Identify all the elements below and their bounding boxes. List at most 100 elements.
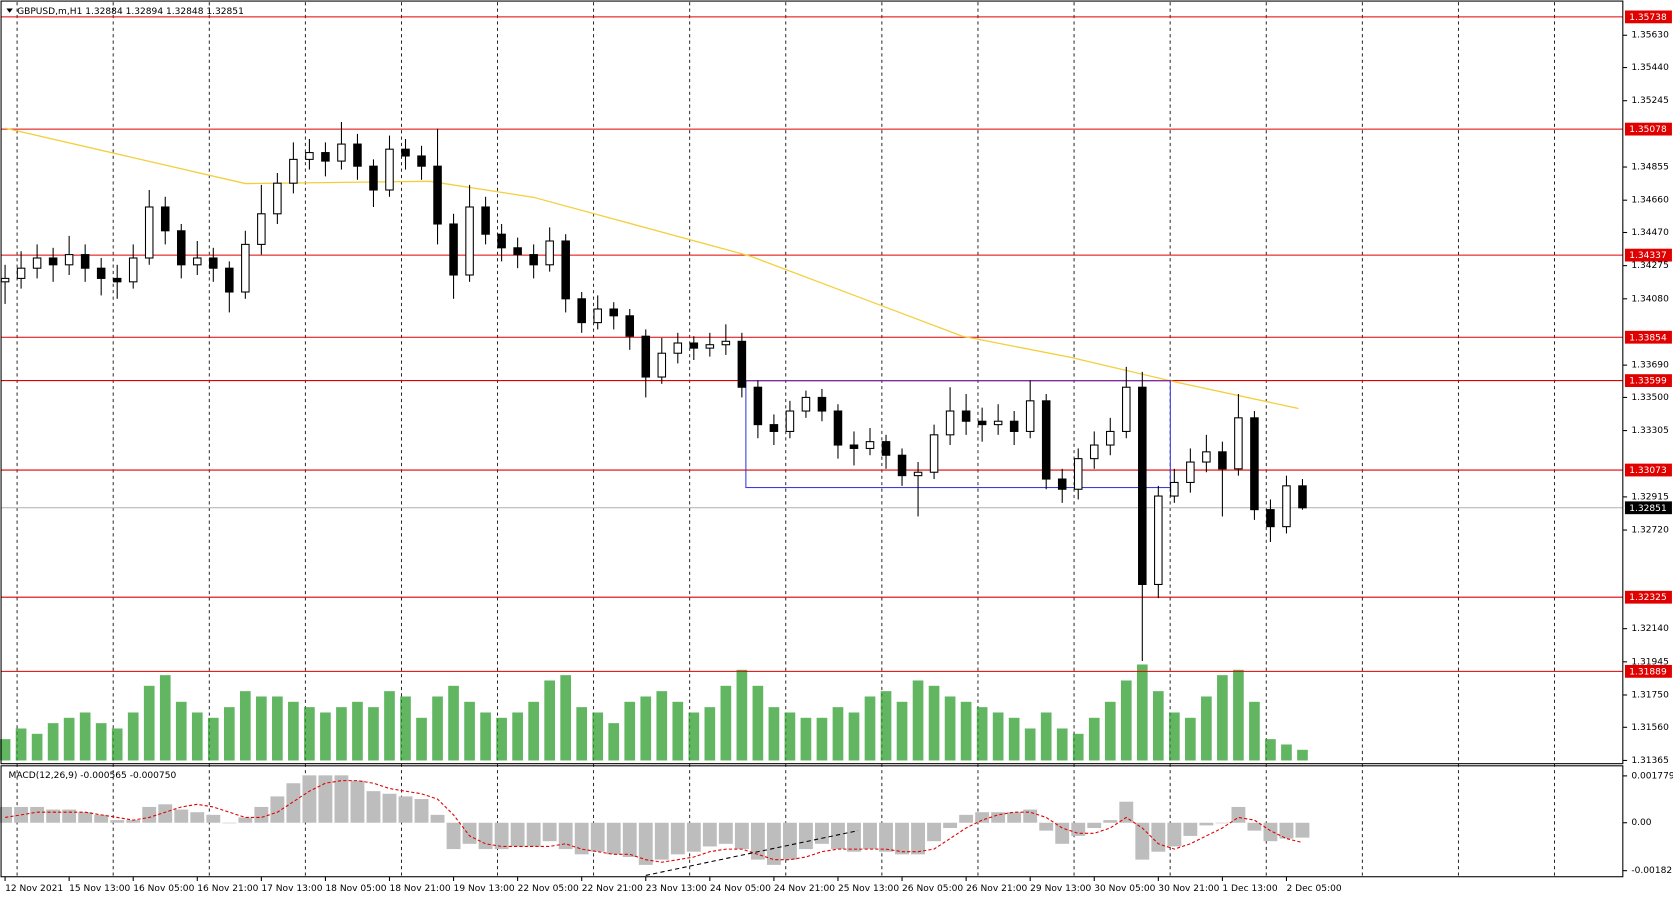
macd-bar xyxy=(863,822,877,850)
candle-body xyxy=(48,257,58,266)
macd-bar xyxy=(879,822,893,852)
macd-bar xyxy=(638,822,653,865)
candle-body xyxy=(737,340,747,388)
volume-bar xyxy=(544,680,555,761)
price-tag xyxy=(1624,122,1672,136)
candle-body xyxy=(289,158,298,184)
candle-body xyxy=(993,420,1003,426)
x-tick-label: 22 Nov 05:00 xyxy=(518,884,579,894)
candle-body xyxy=(833,410,843,446)
macd-panel-border xyxy=(0,765,1624,878)
macd-bar xyxy=(1071,822,1086,836)
y-tick-label: 1.35440 xyxy=(1631,63,1669,73)
price-tag-label: 1.33854 xyxy=(1629,333,1667,343)
macd-bar xyxy=(991,812,1006,823)
macd-bar xyxy=(366,791,381,823)
price-tag xyxy=(1624,501,1672,515)
volume-bar xyxy=(928,685,940,761)
macd-bar xyxy=(654,822,669,860)
volume-bar xyxy=(127,712,139,761)
menu-arrow[interactable] xyxy=(6,8,13,13)
volume-bar xyxy=(976,707,988,761)
candle-body xyxy=(417,155,426,167)
macd-bar xyxy=(734,822,749,850)
candle-body xyxy=(160,206,170,232)
volume-bar xyxy=(624,701,636,761)
candle-body xyxy=(32,257,42,269)
volume-bar xyxy=(256,696,267,761)
volume-bar xyxy=(384,691,395,761)
macd-bar xyxy=(1215,822,1230,824)
volume-bar xyxy=(864,696,876,761)
candle-body xyxy=(128,257,138,283)
macd-bar xyxy=(542,822,557,842)
x-tick-label: 25 Nov 13:00 xyxy=(838,884,899,894)
price-tag-label: 1.32325 xyxy=(1629,593,1667,603)
macd-bar xyxy=(462,822,477,844)
x-tick-label: 24 Nov 05:00 xyxy=(710,884,771,894)
candle-body xyxy=(1154,495,1163,585)
x-tick-label: 19 Nov 13:00 xyxy=(454,884,515,894)
volume-bar xyxy=(816,717,828,761)
candle-body xyxy=(337,143,346,162)
volume-bar xyxy=(1249,701,1260,761)
x-tick-label: 16 Nov 21:00 xyxy=(197,884,258,894)
macd-bar xyxy=(766,822,781,865)
y-tick-label: 1.34470 xyxy=(1631,228,1669,238)
x-tick-label: 17 Nov 13:00 xyxy=(261,884,322,894)
macd-bar xyxy=(847,822,861,852)
candle-body xyxy=(673,342,683,354)
volume-bar xyxy=(400,696,411,761)
candle-body xyxy=(481,206,490,235)
candle-body xyxy=(176,230,186,266)
price-tag-label: 1.34337 xyxy=(1629,251,1667,261)
y-tick-label: 1.31560 xyxy=(1631,723,1669,733)
candle-body xyxy=(561,240,570,300)
candle-body xyxy=(513,247,522,256)
macd-bar xyxy=(895,822,909,855)
moving-average xyxy=(4,127,1299,410)
macd-bar xyxy=(686,822,701,852)
volume-bar xyxy=(560,675,572,761)
volume-bar xyxy=(416,717,427,761)
volume-bar xyxy=(768,707,780,761)
volume-bar xyxy=(288,701,299,761)
macd-bar xyxy=(62,809,77,823)
volume-bar xyxy=(1265,739,1276,761)
macd-bar xyxy=(430,814,445,823)
volume-bar xyxy=(672,701,684,761)
macd-bar xyxy=(206,814,221,823)
macd-bar xyxy=(1263,822,1278,842)
candle-body xyxy=(1202,451,1211,463)
price-tag-label: 1.32851 xyxy=(1629,504,1667,514)
volume-bar xyxy=(752,685,764,761)
candle-body xyxy=(433,165,442,225)
volume-bar xyxy=(720,685,732,761)
candle-body xyxy=(353,143,362,167)
macd-bar xyxy=(943,822,958,829)
volume-bar xyxy=(1056,728,1068,761)
candle-body xyxy=(112,277,122,283)
macd-bar xyxy=(1199,822,1214,826)
macd-bar xyxy=(750,822,765,860)
candle-body xyxy=(1025,400,1035,432)
volume-bar xyxy=(688,712,700,761)
x-tick-label: 24 Nov 21:00 xyxy=(774,884,835,894)
volume-bar xyxy=(1008,717,1020,761)
volume-bar xyxy=(704,707,716,761)
macd-bar xyxy=(1007,812,1022,823)
candle-body xyxy=(609,308,619,317)
macd-bar xyxy=(110,820,125,823)
y-tick-label: 1.33305 xyxy=(1631,426,1669,436)
macd-bar xyxy=(270,796,285,823)
x-tick-label: 2 Dec 05:00 xyxy=(1286,884,1341,894)
candle-body xyxy=(369,165,378,191)
candle-body xyxy=(497,233,506,249)
volume-bar xyxy=(1104,701,1116,761)
volume-bar xyxy=(1152,691,1164,761)
volume-bar xyxy=(1281,744,1292,761)
candle-body xyxy=(593,308,602,324)
macd-y-tick-label: 0.00 xyxy=(1631,818,1651,828)
macd-bar xyxy=(798,822,813,850)
